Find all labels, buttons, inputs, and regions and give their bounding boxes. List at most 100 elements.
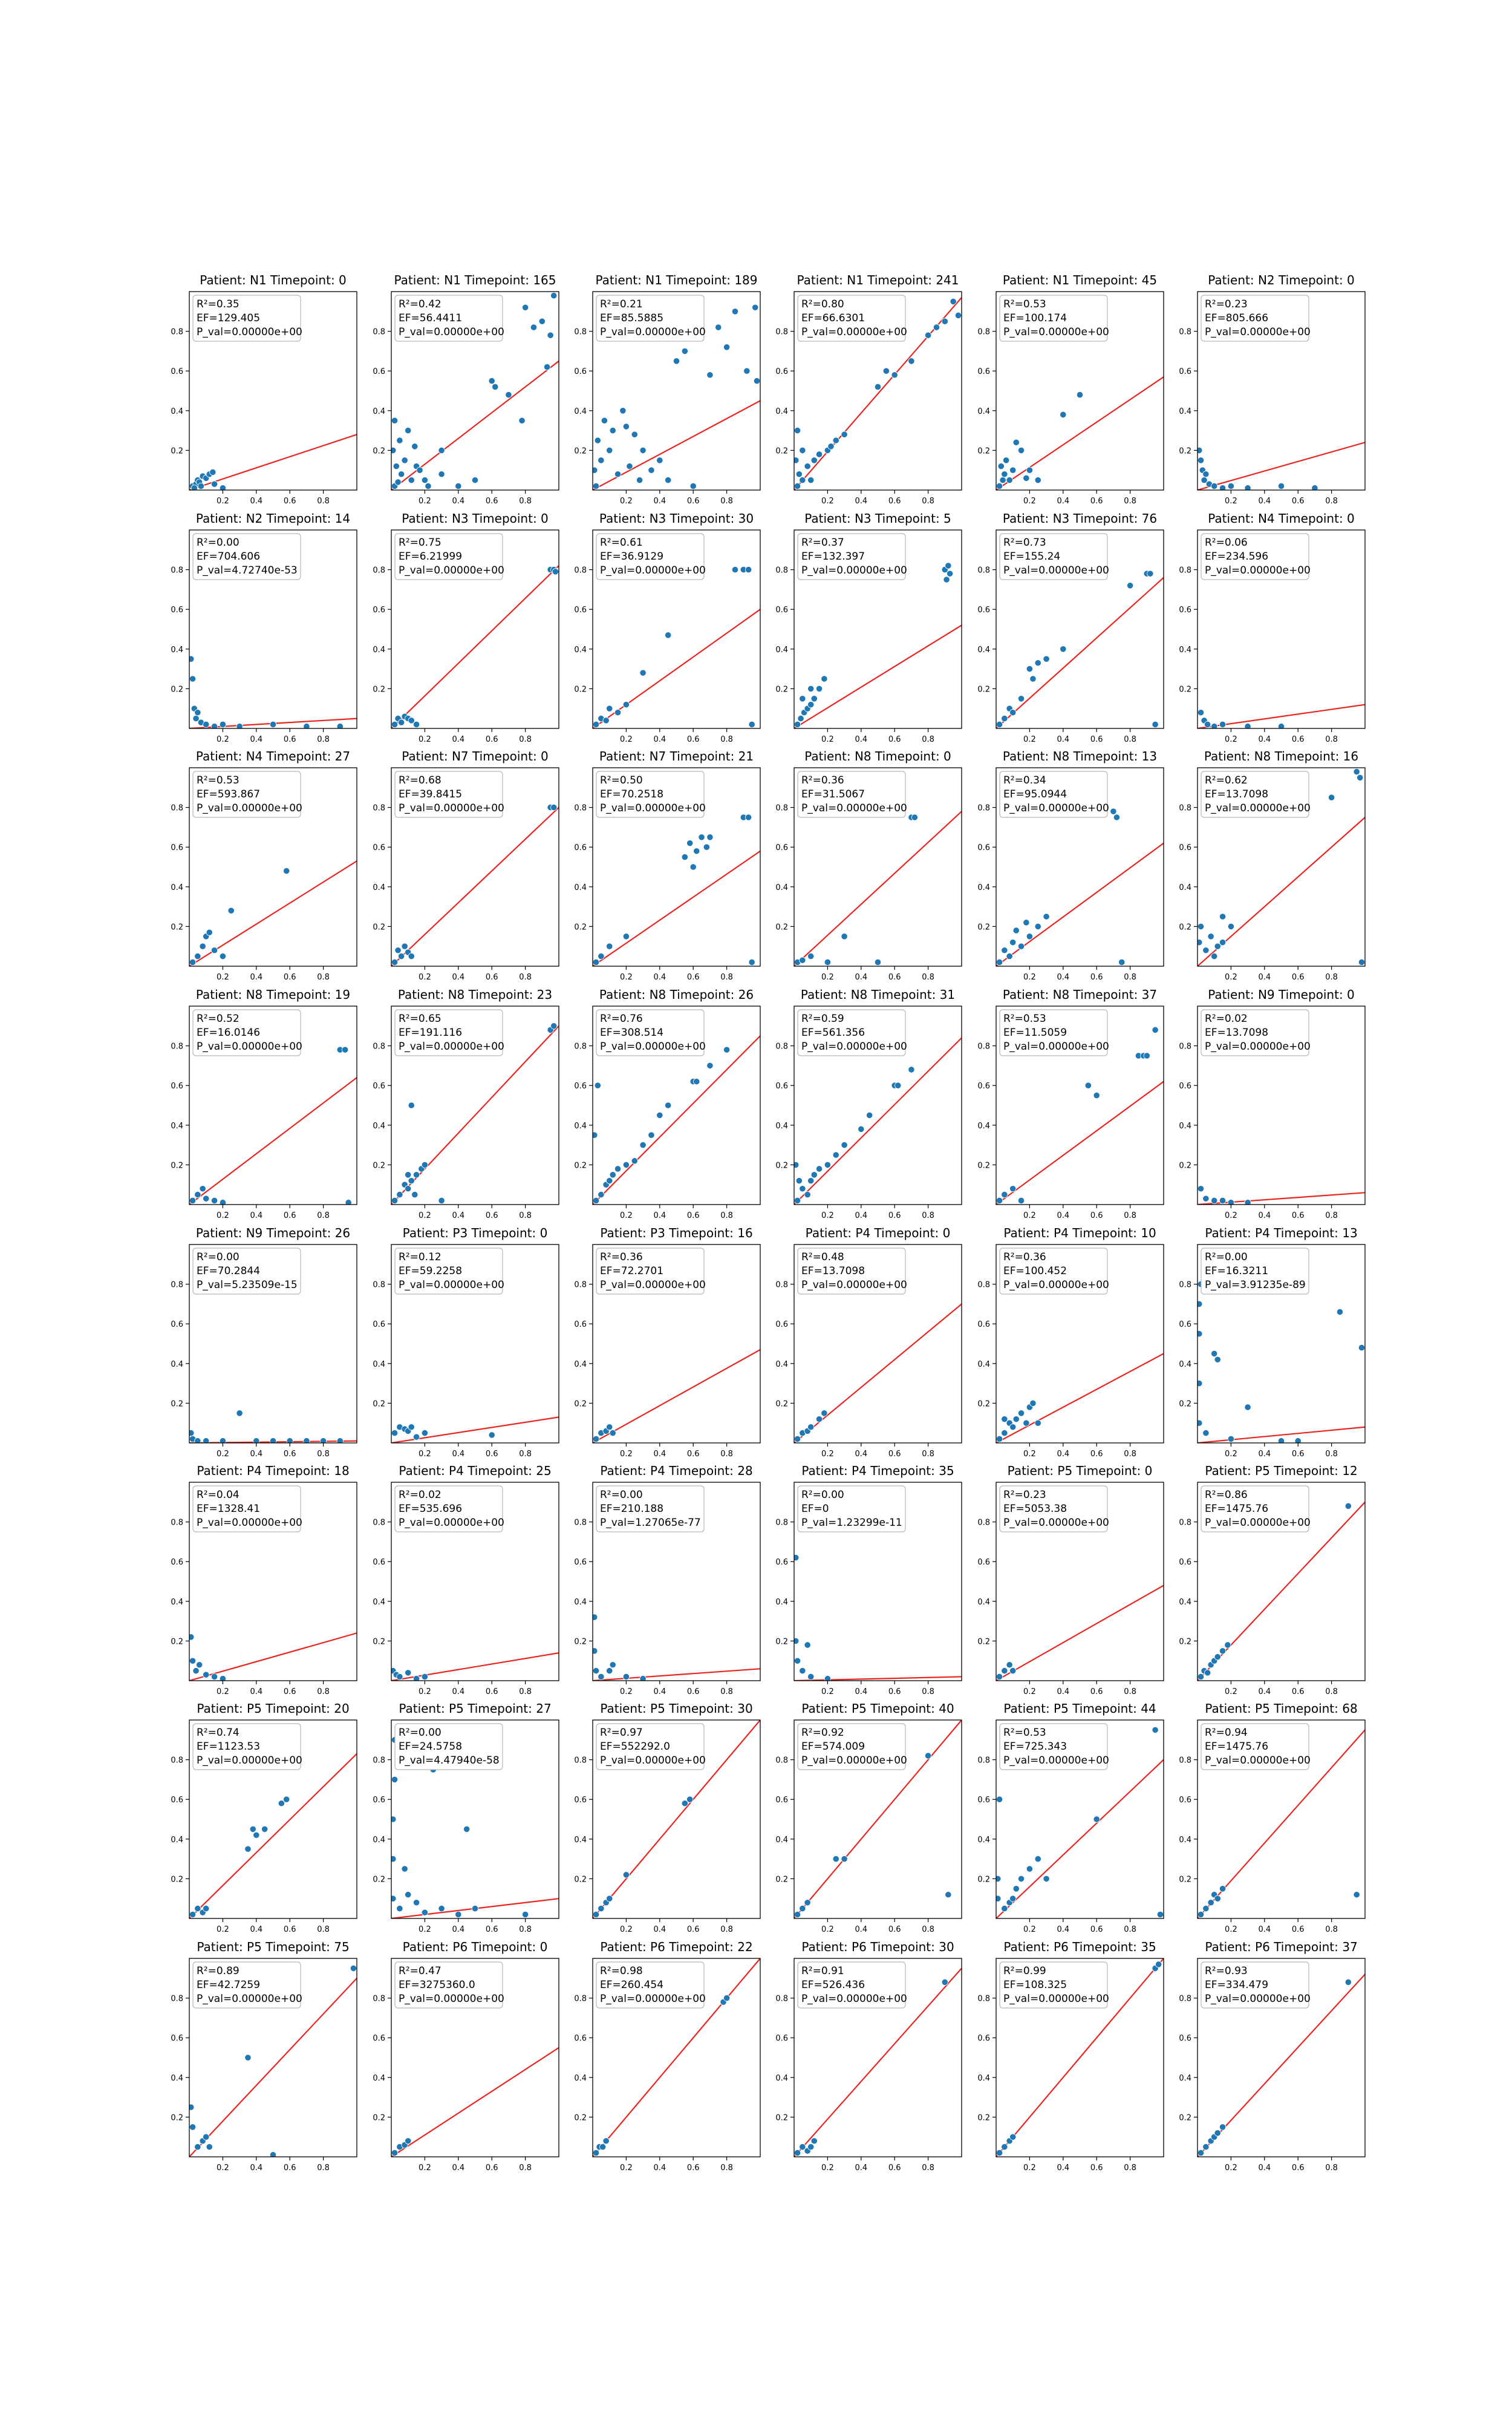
data-point [1001, 1905, 1008, 1912]
data-point [1009, 709, 1017, 716]
data-point [396, 437, 403, 444]
data-point [593, 1911, 600, 1918]
data-point [593, 1667, 600, 1675]
data-point [639, 446, 647, 454]
data-point [1202, 947, 1210, 954]
ef-text: EF=260.454 [600, 1979, 663, 1991]
data-point [945, 562, 952, 569]
x-tick-label: 0.4 [653, 1450, 666, 1459]
panel-title: Patient: P5 Timepoint: 30 [600, 1701, 752, 1716]
regression-line [593, 1668, 760, 1681]
y-tick-label: 0.4 [171, 646, 183, 655]
y-tick-label: 0.2 [574, 1161, 587, 1170]
subplot-panel: Patient: N8 Timepoint: 0 0.2 0.4 0.6 0.8 0.2 0… [775, 749, 962, 982]
data-point [689, 863, 697, 871]
y-tick-label: 0.6 [171, 2034, 183, 2043]
data-point [210, 1197, 218, 1205]
plot-area [593, 1349, 760, 1443]
axes-frame [592, 529, 761, 729]
x-tick-label: 0.2 [1225, 1450, 1237, 1459]
r2-text: R²=0.21 [600, 298, 643, 310]
data-point [408, 717, 415, 724]
data-point [320, 1437, 327, 1443]
x-tick-label: 0.6 [486, 2163, 498, 2173]
ef-text: EF=535.696 [399, 1503, 462, 1515]
x-tick-label: 0.2 [1225, 1211, 1237, 1220]
data-point [1311, 485, 1318, 490]
x-tick-label: 0.6 [486, 497, 498, 506]
x-tick-label: 0.4 [855, 2163, 867, 2173]
stats-box [999, 1248, 1108, 1295]
r2-text: R²=0.62 [1205, 774, 1248, 786]
x-tick-label: 0.2 [217, 497, 229, 506]
y-tick-label: 0.2 [977, 2113, 990, 2122]
x-tick-label: 0.2 [217, 1450, 229, 1459]
ef-text: EF=129.405 [197, 312, 260, 324]
data-point [391, 1197, 399, 1205]
data-point [455, 482, 462, 490]
axes-frame [793, 529, 962, 729]
ef-text: EF=56.4411 [399, 312, 462, 324]
data-point [463, 1825, 471, 1833]
x-tick-label: 0.4 [1057, 497, 1069, 506]
data-point [283, 1796, 290, 1803]
data-point [1336, 1308, 1344, 1316]
data-point [1202, 471, 1210, 478]
x-tick-label: 0.8 [1325, 1925, 1338, 1934]
y-tick-label: 0.8 [1179, 1281, 1191, 1290]
x-tick-label: 0.6 [1090, 2163, 1103, 2173]
data-point [648, 1131, 655, 1139]
data-point [665, 632, 672, 639]
subplot-panel: Patient: N1 Timepoint: 45 0.2 0.4 0.6 0.8 0.2… [977, 273, 1164, 506]
data-point [706, 1062, 714, 1070]
data-point [488, 1431, 495, 1439]
y-tick-label: 0.4 [1179, 1360, 1191, 1369]
subplot-panel: Patient: N8 Timepoint: 19 0.2 0.4 0.6 0.8 0.2… [171, 987, 357, 1220]
y-tick-label: 0.8 [574, 1042, 587, 1051]
data-point [810, 457, 818, 464]
r2-text: R²=0.12 [399, 1251, 442, 1263]
y-tick-label: 0.2 [373, 2113, 385, 2122]
data-point [1009, 1424, 1017, 1431]
plot-area [1198, 704, 1365, 728]
data-point [1219, 721, 1227, 728]
panel-title: Patient: P6 Timepoint: 35 [1003, 1940, 1156, 1954]
data-point [745, 566, 752, 574]
x-tick-label: 0.4 [452, 973, 464, 982]
y-tick-label: 0.6 [574, 1320, 587, 1329]
pval-text: P_val=0.00000e+00 [1003, 802, 1109, 814]
pval-text: P_val=0.00000e+00 [197, 1041, 302, 1053]
y-tick-label: 0.2 [1179, 1161, 1191, 1170]
y-tick-label: 0.8 [977, 328, 990, 337]
x-tick-label: 0.8 [720, 497, 733, 506]
panel-title: Patient: P5 Timepoint: 75 [197, 1940, 349, 1954]
ef-text: EF=108.325 [1003, 1979, 1067, 1991]
panel-title: Patient: N7 Timepoint: 21 [599, 749, 754, 764]
data-point [210, 723, 218, 728]
y-tick-label: 0.8 [977, 1756, 990, 1765]
subplot-panel: Patient: N8 Timepoint: 23 0.2 0.4 0.6 0.8 0.2… [373, 987, 559, 1220]
data-point [1202, 1195, 1210, 1202]
data-point [996, 1673, 1003, 1681]
ef-text: EF=308.514 [600, 1027, 663, 1039]
regression-line [1198, 442, 1365, 490]
data-point [1198, 446, 1203, 454]
ef-text: EF=31.5067 [801, 788, 865, 800]
data-point [807, 2144, 815, 2151]
stats-box [596, 771, 705, 818]
x-tick-label: 0.4 [653, 497, 666, 506]
y-tick-label: 0.8 [775, 1519, 788, 1528]
y-tick-label: 0.8 [574, 1281, 587, 1290]
y-tick-label: 0.4 [775, 1836, 788, 1845]
ef-text: EF=191.116 [399, 1027, 462, 1039]
x-tick-label: 0.6 [486, 973, 498, 982]
x-tick-label: 0.6 [1090, 1211, 1103, 1220]
plot-area [593, 814, 760, 966]
pval-text: P_val=0.00000e+00 [1003, 1993, 1109, 2005]
subplot-panel: Patient: P5 Timepoint: 0 0.2 0.4 0.6 0.8 0.2 0… [977, 1463, 1164, 1696]
axes-frame [996, 1244, 1164, 1444]
x-tick-label: 0.8 [519, 973, 532, 982]
data-point [681, 854, 688, 861]
panel-title: Patient: N4 Timepoint: 27 [196, 749, 350, 764]
data-point [219, 1199, 226, 1205]
